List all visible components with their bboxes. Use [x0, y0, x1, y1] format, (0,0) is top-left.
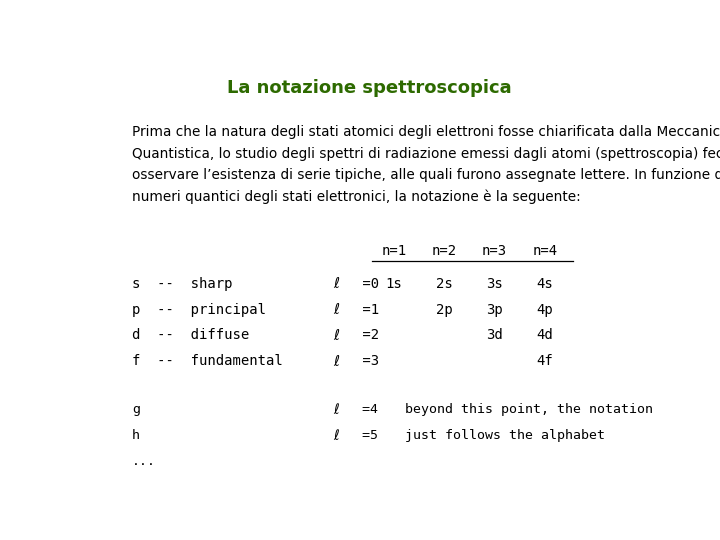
Text: 3s: 3s: [486, 277, 503, 291]
Text: $\ell$: $\ell$: [333, 428, 340, 443]
Text: just follows the alphabet: just follows the alphabet: [405, 429, 606, 442]
Text: n=3: n=3: [482, 244, 507, 258]
Text: =1: =1: [354, 303, 379, 316]
Text: 3p: 3p: [486, 303, 503, 316]
Text: beyond this point, the notation: beyond this point, the notation: [405, 403, 653, 416]
Text: $\ell$: $\ell$: [333, 276, 340, 292]
Text: 4s: 4s: [536, 277, 553, 291]
Text: n=1: n=1: [382, 244, 407, 258]
Text: p  --  principal: p -- principal: [132, 303, 266, 316]
Text: g: g: [132, 403, 140, 416]
Text: 4d: 4d: [536, 328, 553, 342]
Text: $\ell$: $\ell$: [333, 328, 340, 343]
Text: $\ell$: $\ell$: [333, 302, 340, 317]
Text: h: h: [132, 429, 140, 442]
Text: n=2: n=2: [432, 244, 457, 258]
Text: d  --  diffuse: d -- diffuse: [132, 328, 249, 342]
Text: Quantistica, lo studio degli spettri di radiazione emessi dagli atomi (spettrosc: Quantistica, lo studio degli spettri di …: [132, 147, 720, 161]
Text: 4f: 4f: [536, 354, 553, 368]
Text: Prima che la natura degli stati atomici degli elettroni fosse chiarificata dalla: Prima che la natura degli stati atomici …: [132, 125, 720, 139]
Text: $\ell$: $\ell$: [333, 354, 340, 369]
Text: $\ell$: $\ell$: [333, 402, 340, 417]
Text: =2: =2: [354, 328, 379, 342]
Text: s  --  sharp: s -- sharp: [132, 277, 233, 291]
Text: =5: =5: [354, 429, 378, 442]
Text: f  --  fundamental: f -- fundamental: [132, 354, 283, 368]
Text: =3: =3: [354, 354, 379, 368]
Text: 2s: 2s: [436, 277, 453, 291]
Text: osservare l’esistenza di serie tipiche, alle quali furono assegnate lettere. In : osservare l’esistenza di serie tipiche, …: [132, 168, 720, 183]
Text: 1s: 1s: [386, 277, 402, 291]
Text: 4p: 4p: [536, 303, 553, 316]
Text: La notazione spettroscopica: La notazione spettroscopica: [227, 79, 511, 97]
Text: n=4: n=4: [532, 244, 557, 258]
Text: 2p: 2p: [436, 303, 453, 316]
Text: =4: =4: [354, 403, 378, 416]
Text: numeri quantici degli stati elettronici, la notazione è la seguente:: numeri quantici degli stati elettronici,…: [132, 190, 580, 205]
Text: 3d: 3d: [486, 328, 503, 342]
Text: =0: =0: [354, 277, 379, 291]
Text: ...: ...: [132, 455, 156, 468]
